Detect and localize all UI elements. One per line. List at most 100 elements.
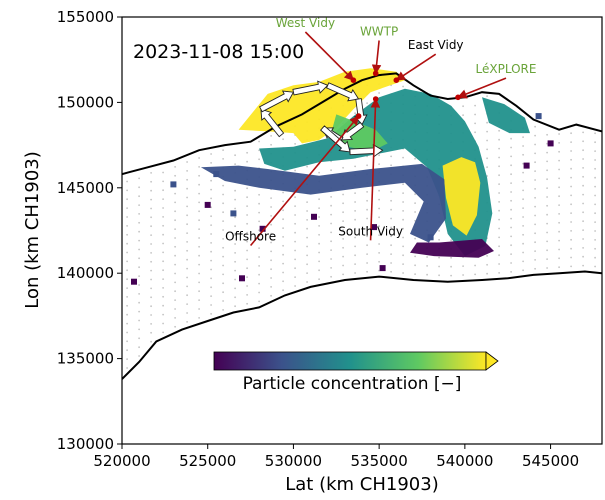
lake-grid-dot (174, 245, 177, 248)
lake-grid-dot (138, 355, 141, 357)
lake-grid-dot (318, 242, 320, 245)
lake-grid-dot (558, 221, 560, 224)
lake-grid-dot (306, 272, 308, 274)
lake-grid-dot (414, 157, 416, 160)
lake-grid-dot (522, 216, 524, 218)
lake-grid-dot (486, 157, 488, 160)
lake-grid-dot (210, 197, 213, 200)
lake-grid-dot (162, 171, 165, 174)
lake-grid-dot (558, 248, 560, 251)
lake-grid-dot (270, 294, 272, 297)
lake-grid-dot (510, 226, 512, 229)
lake-grid-dot (342, 273, 344, 276)
lake-grid-dot (174, 281, 177, 284)
lake-grid-dot (246, 285, 249, 287)
lake-grid-dot (378, 269, 380, 272)
lake-grid-dot (546, 178, 548, 181)
lake-grid-dot (234, 225, 237, 228)
lake-grid-dot (138, 213, 141, 215)
lake-grid-dot (498, 192, 500, 194)
lake-grid-dot (450, 239, 452, 242)
lake-grid-dot (270, 241, 272, 244)
lake-grid-dot (390, 244, 392, 247)
lake-grid-dot (162, 331, 165, 334)
lake-grid-dot (570, 256, 572, 259)
lake-grid-dot (570, 230, 572, 232)
lake-grid-dot (546, 187, 548, 190)
lake-grid-dot (222, 300, 225, 302)
lake-grid-dot (594, 256, 596, 259)
lake-grid-dot (270, 277, 272, 279)
lake-grid-dot (198, 299, 201, 301)
lake-grid-dot (294, 205, 296, 208)
lake-grid-dot (366, 262, 368, 264)
lake-grid-dot (594, 221, 596, 224)
lake-grid-dot (282, 227, 284, 230)
lake-grid-dot (366, 253, 368, 256)
lake-grid-dot (474, 113, 476, 116)
lake-grid-dot (222, 273, 225, 276)
lake-grid-dot (546, 142, 548, 145)
lake-grid-dot (246, 222, 249, 225)
lake-grid-dot (222, 158, 225, 160)
lake-grid-dot (162, 180, 165, 183)
lake-grid-dot (330, 222, 332, 225)
lake-grid-dot (306, 201, 308, 204)
lake-grid-dot (474, 131, 476, 134)
lake-grid-dot (390, 253, 392, 256)
lake-grid-dot (258, 220, 260, 223)
lake-grid-dot (510, 146, 512, 149)
lake-grid-dot (138, 230, 141, 233)
lake-grid-dot (378, 207, 380, 210)
lake-grid-dot (258, 158, 260, 161)
lake-grid-dot (510, 155, 512, 158)
site-leader-line (371, 40, 382, 75)
lake-grid-dot (126, 207, 128, 210)
x-tick-label: 540000 (436, 452, 493, 470)
lake-grid-dot (234, 154, 237, 157)
x-tick-label: 525000 (179, 452, 236, 470)
lake-grid-dot (210, 295, 213, 297)
lake-grid-dot (546, 213, 548, 216)
lake-grid-dot (270, 143, 272, 146)
lake-grid-dot (246, 187, 249, 190)
lake-grid-dot (258, 282, 260, 285)
lake-grid-dot (150, 260, 153, 263)
lake-grid-dot (294, 267, 296, 270)
lake-grid-dot (594, 167, 596, 170)
lake-grid-dot (378, 163, 380, 166)
lake-grid-dot (318, 225, 320, 227)
lake-grid-dot (222, 264, 225, 267)
colorbar-extend-triangle (485, 351, 499, 371)
lake-grid-dot (198, 192, 201, 195)
lake-grid-dot (126, 349, 128, 352)
lake-grid-dot (234, 305, 237, 308)
site-leader-line (457, 77, 507, 99)
site-label: West Vidy (276, 16, 335, 30)
lake-grid-dot (522, 269, 524, 272)
lake-grid-dot (126, 313, 128, 316)
site-leader-line (369, 98, 381, 241)
lake-grid-dot (198, 263, 201, 266)
lake-grid-dot (558, 195, 560, 198)
lake-grid-dot (522, 207, 524, 210)
lake-grid-dot (522, 225, 524, 227)
concentration-cell-2 (170, 181, 177, 188)
lake-grid-dot (186, 170, 189, 172)
lake-grid-dot (126, 340, 128, 343)
lake-grid-dot (486, 130, 488, 133)
lake-grid-dot (354, 112, 356, 115)
site-label: LéXPLORE (476, 62, 537, 76)
lake-grid-dot (234, 269, 237, 272)
lake-grid-dot (474, 264, 476, 267)
lake-grid-dot (402, 272, 404, 274)
lake-grid-dot (594, 141, 596, 144)
lake-grid-dot (318, 251, 320, 254)
x-tick-label: 545000 (522, 452, 579, 470)
concentration-cell-13 (547, 140, 554, 147)
lake-grid-dot (582, 202, 584, 205)
lake-grid-dot (306, 245, 308, 248)
lake-grid-dot (414, 202, 416, 205)
concentration-cell-7 (379, 265, 386, 272)
lake-grid-dot (594, 265, 596, 268)
